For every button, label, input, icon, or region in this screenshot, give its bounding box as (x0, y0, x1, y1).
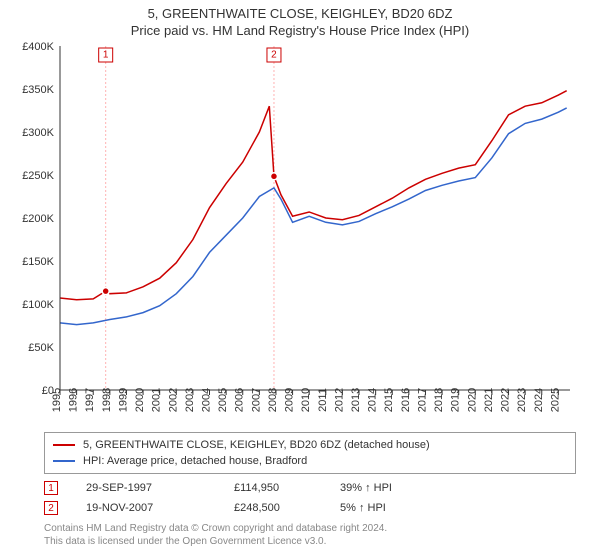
xtick-label: 1996 (68, 388, 80, 412)
xtick-label: 2010 (300, 388, 312, 412)
chart-titles: 5, GREENTHWAITE CLOSE, KEIGHLEY, BD20 6D… (0, 0, 600, 38)
title-main: 5, GREENTHWAITE CLOSE, KEIGHLEY, BD20 6D… (0, 6, 600, 21)
ytick-label: £100K (22, 299, 54, 311)
xtick-label: 2003 (184, 388, 196, 412)
xtick-label: 2015 (383, 388, 395, 412)
sale-row-date: 29-SEP-1997 (86, 482, 234, 494)
xtick-label: 2007 (250, 388, 262, 412)
xtick-label: 2017 (416, 388, 428, 412)
legend: 5, GREENTHWAITE CLOSE, KEIGHLEY, BD20 6D… (44, 432, 576, 474)
sale-row-price: £248,500 (234, 502, 340, 514)
sale-row-price: £114,950 (234, 482, 340, 494)
xtick-label: 2023 (516, 388, 528, 412)
series-line (60, 91, 567, 300)
legend-row: 5, GREENTHWAITE CLOSE, KEIGHLEY, BD20 6D… (53, 437, 567, 453)
series-line (60, 108, 567, 325)
xtick-label: 2022 (500, 388, 512, 412)
legend-label: HPI: Average price, detached house, Brad… (83, 455, 307, 467)
xtick-label: 2001 (151, 388, 163, 412)
xtick-label: 2012 (333, 388, 345, 412)
sale-badge-num: 1 (103, 50, 109, 61)
sale-row-badge: 2 (44, 501, 58, 515)
sale-point (270, 173, 277, 180)
xtick-label: 2004 (201, 388, 213, 412)
ytick-label: £300K (22, 127, 54, 139)
xtick-label: 2013 (350, 388, 362, 412)
legend-row: HPI: Average price, detached house, Brad… (53, 453, 567, 469)
xtick-label: 1997 (84, 388, 96, 412)
ytick-label: £400K (22, 41, 54, 53)
sale-row-badge: 1 (44, 481, 58, 495)
xtick-label: 2008 (267, 388, 279, 412)
xtick-label: 2020 (466, 388, 478, 412)
xtick-label: 2002 (167, 388, 179, 412)
xtick-label: 2018 (433, 388, 445, 412)
ytick-label: £350K (22, 84, 54, 96)
xtick-label: 1999 (117, 388, 129, 412)
xtick-label: 2006 (234, 388, 246, 412)
ytick-label: £150K (22, 256, 54, 268)
sale-row: 2 19-NOV-2007£248,5005% ↑ HPI (44, 498, 576, 518)
sale-badge-num: 2 (271, 50, 277, 61)
xtick-label: 2011 (317, 388, 329, 412)
xtick-label: 2009 (284, 388, 296, 412)
sale-row: 1 29-SEP-1997£114,95039% ↑ HPI (44, 478, 576, 498)
legend-swatch (53, 444, 75, 446)
xtick-label: 1998 (101, 388, 113, 412)
sales-markers: 1 29-SEP-1997£114,95039% ↑ HPI 2 19-NOV-200… (44, 478, 576, 518)
xtick-label: 1995 (51, 388, 63, 412)
xtick-label: 2021 (483, 388, 495, 412)
xtick-label: 2005 (217, 388, 229, 412)
xtick-label: 2025 (549, 388, 561, 412)
attribution-line1: Contains HM Land Registry data © Crown c… (44, 522, 584, 535)
sale-point (102, 288, 109, 295)
xtick-label: 2024 (533, 388, 545, 412)
xtick-label: 2014 (367, 388, 379, 412)
xtick-label: 2016 (400, 388, 412, 412)
sale-row-hpi: 5% ↑ HPI (340, 502, 386, 514)
ytick-label: £200K (22, 213, 54, 225)
title-sub: Price paid vs. HM Land Registry's House … (0, 23, 600, 38)
ytick-label: £250K (22, 170, 54, 182)
xtick-label: 2019 (450, 388, 462, 412)
sale-row-date: 19-NOV-2007 (86, 502, 234, 514)
sale-row-hpi: 39% ↑ HPI (340, 482, 392, 494)
ytick-label: £50K (28, 342, 54, 354)
xtick-label: 2000 (134, 388, 146, 412)
legend-swatch (53, 460, 75, 462)
attribution: Contains HM Land Registry data © Crown c… (44, 522, 584, 548)
attribution-line2: This data is licensed under the Open Gov… (44, 535, 584, 548)
legend-label: 5, GREENTHWAITE CLOSE, KEIGHLEY, BD20 6D… (83, 439, 430, 451)
price-chart: £0£50K£100K£150K£200K£250K£300K£350K£400… (0, 38, 600, 422)
